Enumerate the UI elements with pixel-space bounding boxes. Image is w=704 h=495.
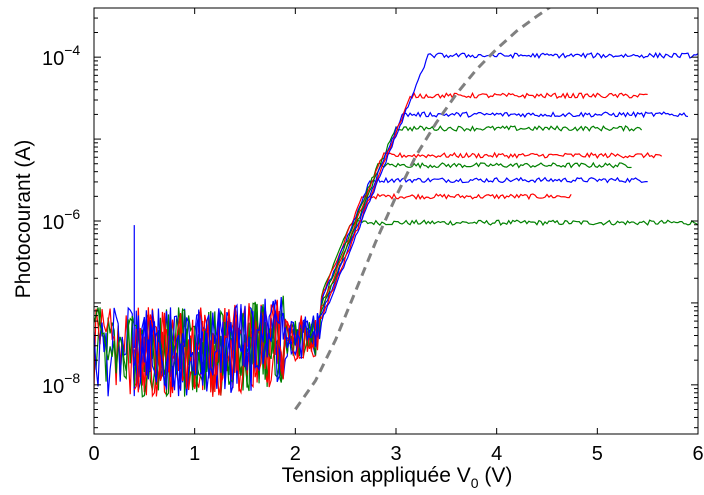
tick-labels: 0 1 2 3 4 5 610−810−610−4	[42, 42, 704, 465]
y-tick-power: −8	[64, 370, 80, 386]
y-tick-label-2: 10−4	[42, 42, 80, 70]
x-tick-label-4: 4	[491, 443, 502, 465]
y-tick-base: 10	[42, 212, 64, 234]
series-line-3	[133, 110, 689, 397]
y-axis-title: Photocourant (A)	[12, 140, 35, 299]
x-axis-title-subscript: 0	[471, 475, 479, 491]
y-tick-power: −6	[64, 206, 80, 222]
x-axis-title-unit: (V)	[479, 464, 513, 487]
x-axis-title: Tension appliquée V0 (V)	[282, 464, 513, 491]
x-axis-title-text: Tension appliquée V	[282, 464, 471, 487]
x-tick-label-2: 2	[290, 443, 301, 465]
y-tick-base: 10	[42, 376, 64, 398]
y-tick-power: −4	[64, 42, 80, 58]
x-tick-label-3: 3	[390, 443, 401, 465]
y-tick-label-1: 10−6	[42, 206, 80, 234]
y-tick-label-0: 10−8	[42, 370, 80, 398]
series-line-1	[133, 51, 698, 391]
x-tick-label-0: 0	[88, 443, 99, 465]
fit-curve-dashed	[294, 8, 552, 411]
y-tick-base: 10	[42, 48, 64, 70]
x-tick-label-6: 6	[692, 443, 703, 465]
ticks-layer	[93, 8, 699, 434]
x-tick-label-1: 1	[189, 443, 200, 465]
x-tick-label-5: 5	[592, 443, 603, 465]
series-layer	[94, 8, 698, 411]
